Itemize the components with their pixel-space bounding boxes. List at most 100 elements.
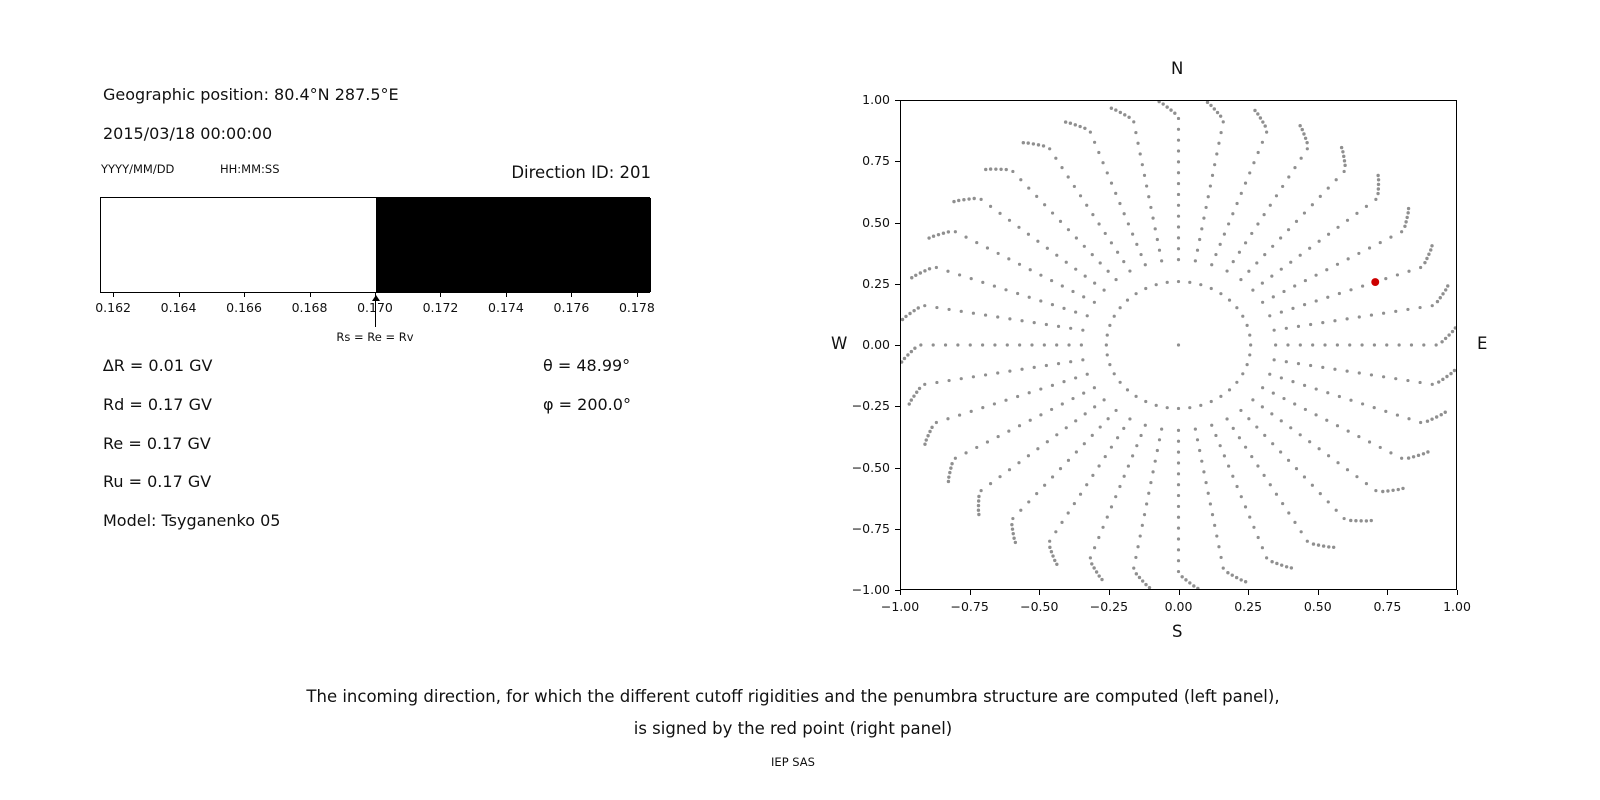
direction-dot	[904, 314, 908, 319]
direction-dot	[1007, 468, 1012, 472]
direction-dot	[1074, 236, 1078, 240]
direction-dot	[1326, 500, 1330, 504]
direction-dot	[1017, 262, 1022, 266]
direction-dot	[1345, 218, 1350, 222]
direction-dot	[1088, 130, 1092, 134]
direction-dot	[1044, 322, 1048, 327]
direction-dot	[1122, 474, 1126, 478]
direction-dot	[1336, 461, 1340, 465]
direction-dot	[1122, 212, 1126, 216]
direction-dot	[902, 356, 907, 361]
direction-dot	[1055, 343, 1059, 347]
direction-dot	[1215, 152, 1219, 156]
direction-y-tick-label: 0.25	[862, 275, 890, 291]
direction-dot	[1401, 486, 1405, 491]
direction-dot	[1074, 310, 1078, 314]
direction-dot	[1157, 438, 1162, 442]
direction-dot	[1176, 548, 1181, 552]
direction-dot	[1195, 248, 1200, 252]
direction-dot	[1419, 420, 1423, 425]
direction-dot	[1303, 278, 1307, 283]
direction-dot	[1272, 358, 1276, 362]
direction-dot	[950, 462, 954, 466]
direction-dot	[1271, 391, 1275, 395]
direction-dot	[1123, 113, 1127, 117]
direction-dot	[957, 413, 962, 417]
direction-dot	[1088, 556, 1092, 560]
direction-dot	[1165, 280, 1169, 284]
penumbra-tick-label: 0.164	[160, 300, 197, 315]
direction-dot	[1007, 218, 1012, 222]
direction-dot	[1302, 383, 1307, 387]
datetime-label: 2015/03/18 00:00:00	[103, 124, 273, 143]
direction-dot	[1389, 451, 1393, 455]
direction-dot	[1299, 156, 1303, 160]
direction-dot	[1434, 343, 1438, 347]
direction-dot	[1176, 439, 1181, 443]
direction-dot	[1097, 464, 1101, 468]
direction-x-tick	[1108, 590, 1110, 595]
direction-dot	[1219, 292, 1223, 296]
penumbra-tick-label: 0.166	[226, 300, 262, 315]
direction-dot	[1282, 396, 1286, 401]
direction-dot	[1155, 448, 1159, 453]
direction-dot	[1165, 105, 1169, 109]
direction-dot	[1109, 181, 1114, 185]
direction-dot	[930, 425, 934, 430]
direction-dot	[1048, 545, 1052, 550]
direction-dot	[1044, 363, 1048, 368]
direction-y-tick-label: −1.00	[851, 582, 890, 597]
direction-dot	[1314, 387, 1318, 391]
direction-dot	[1071, 396, 1075, 401]
direction-dot	[1138, 534, 1142, 538]
direction-dot	[1142, 513, 1147, 517]
direction-dot	[1293, 402, 1297, 406]
direction-dot	[1250, 454, 1254, 459]
direction-dot	[1303, 407, 1307, 412]
param-theta: θ = 48.99°	[543, 356, 631, 375]
direction-dot	[1136, 141, 1140, 145]
direction-dot	[1126, 222, 1130, 226]
direction-dot	[977, 494, 981, 499]
direction-dot	[1188, 406, 1192, 410]
direction-dot	[968, 343, 972, 347]
direction-dot	[1210, 263, 1214, 267]
direction-dot	[914, 273, 918, 277]
caption-line-1: The incoming direction, for which the di…	[306, 687, 1280, 706]
direction-dot	[1407, 269, 1411, 273]
direction-plot-dots	[901, 101, 1456, 589]
direction-dot	[1279, 376, 1283, 380]
direction-dot	[1147, 195, 1151, 199]
direction-dot	[1106, 269, 1110, 273]
direction-dot	[1280, 563, 1284, 567]
direction-dot	[1176, 450, 1181, 454]
direction-dot	[1050, 278, 1054, 283]
direction-dot	[1135, 242, 1139, 246]
direction-dot	[1337, 394, 1341, 399]
direction-dot	[1154, 403, 1158, 407]
direction-dot	[1361, 402, 1365, 406]
direction-dot	[1066, 458, 1071, 462]
direction-dot	[1083, 274, 1087, 278]
direction-dot	[1268, 372, 1272, 376]
direction-dot	[1193, 259, 1197, 263]
direction-dot	[1231, 474, 1235, 478]
direction-dot	[996, 371, 1000, 375]
direction-dot	[1134, 572, 1139, 576]
direction-dot	[1042, 343, 1046, 347]
direction-dot	[964, 235, 968, 239]
direction-y-tick-label: 0.00	[862, 337, 890, 352]
direction-dot	[1069, 326, 1073, 330]
direction-dot	[1105, 353, 1109, 357]
direction-dot	[1041, 144, 1046, 148]
direction-dot	[1093, 405, 1097, 409]
direction-dot	[943, 343, 948, 347]
direction-dot	[946, 417, 950, 421]
direction-dot	[1234, 575, 1239, 580]
penumbra-tick	[636, 293, 638, 297]
direction-dot	[1219, 394, 1223, 398]
direction-dot	[1406, 307, 1410, 312]
direction-dot	[976, 508, 981, 512]
direction-dot	[1060, 284, 1064, 288]
direction-dot	[1050, 475, 1055, 479]
